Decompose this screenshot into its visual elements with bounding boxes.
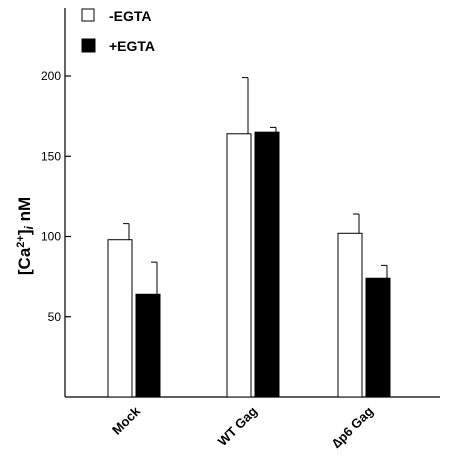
category-labels: Mock WT Gag ∆p6 Gag	[109, 403, 376, 451]
y-axis-label: [Ca2+]i nM	[15, 197, 36, 275]
y-tick-label: 150	[41, 149, 61, 163]
error-bar	[151, 261, 158, 295]
bar-minus-egta	[107, 239, 133, 398]
bar-plus-egta	[365, 277, 391, 398]
bar-plus-egta	[254, 131, 280, 398]
y-axis-label-close: ]	[15, 230, 34, 236]
legend-swatch-minus-egta	[81, 8, 95, 22]
error-bar	[381, 264, 388, 279]
bars	[107, 77, 391, 398]
legend-label-plus-egta: +EGTA	[109, 38, 155, 54]
y-tick-label: 200	[41, 69, 61, 83]
bar-plus-egta	[135, 293, 161, 398]
y-axis-ticks: 50 100 150 200	[41, 69, 71, 324]
legend: -EGTA +EGTA	[81, 8, 155, 54]
x-category-label: WT Gag	[215, 403, 260, 448]
error-bar	[270, 126, 277, 133]
x-category-label: Mock	[109, 403, 144, 438]
bar-minus-egta	[337, 232, 363, 398]
legend-label-minus-egta: -EGTA	[109, 8, 152, 24]
y-axis-label-sub: i	[22, 226, 36, 230]
error-bar	[242, 77, 249, 134]
y-axis-label-sup: 2+	[15, 235, 27, 248]
y-axis-label-unit: nM	[15, 197, 34, 226]
y-tick-label: 50	[48, 310, 62, 324]
bar-minus-egta	[226, 133, 252, 398]
y-tick-label: 100	[41, 230, 61, 244]
error-bar	[123, 223, 130, 240]
error-bar	[353, 213, 360, 234]
x-category-label: ∆p6 Gag	[329, 403, 376, 450]
legend-swatch-plus-egta	[81, 38, 96, 53]
y-axis-label-main: [Ca	[15, 247, 34, 275]
